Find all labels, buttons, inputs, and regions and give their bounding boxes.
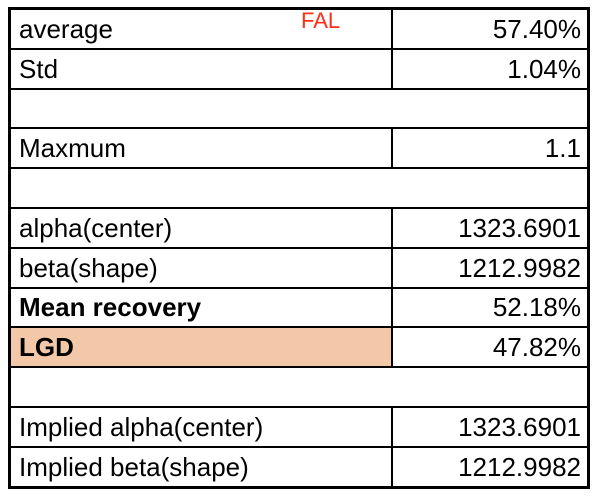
table-row: Mean recovery 52.18% [11, 286, 587, 327]
table-row: Std 1.04% [11, 47, 587, 88]
table-row: alpha(center) 1323.6901 [11, 206, 587, 247]
table-row-empty [11, 167, 587, 207]
fal-overlay-text: FAL [301, 8, 341, 33]
cell-lgd-label[interactable]: LGD [11, 328, 393, 367]
cell-implied-beta-label[interactable]: Implied beta(shape) [11, 447, 393, 486]
cell-std-label[interactable]: Std [11, 49, 393, 88]
cell-average-label[interactable]: average [11, 10, 393, 48]
cell-empty[interactable] [11, 169, 587, 207]
cell-implied-alpha-value[interactable]: 1323.6901 [458, 411, 581, 442]
cell-beta-shape-value[interactable]: 1212.9982 [458, 252, 581, 283]
cell-lgd-value[interactable]: 47.82% [492, 332, 581, 363]
cell-implied-beta-value[interactable]: 1212.9982 [458, 451, 581, 482]
cell-empty[interactable] [11, 368, 587, 406]
table-row: Maxmum 1.1 [11, 127, 587, 168]
table-row-empty [11, 366, 587, 406]
cell-implied-alpha-label[interactable]: Implied alpha(center) [11, 407, 393, 446]
cell-maximum-value[interactable]: 1.1 [544, 133, 581, 164]
table-row-empty [11, 87, 587, 128]
cell-average-value[interactable]: 57.40% [492, 13, 581, 44]
cell-std-value[interactable]: 1.04% [507, 53, 581, 84]
cell-empty[interactable] [11, 90, 587, 128]
cell-maximum-label[interactable]: Maxmum [11, 129, 393, 168]
cell-mean-recovery-label[interactable]: Mean recovery [11, 288, 393, 327]
table-row: beta(shape) 1212.9982 [11, 246, 587, 287]
table-row-highlighted: LGD 47.82% [11, 326, 587, 367]
cell-beta-shape-label[interactable]: beta(shape) [11, 248, 393, 287]
table-row: average 57.40% [11, 10, 587, 48]
cell-mean-recovery-value[interactable]: 52.18% [492, 292, 581, 323]
cell-alpha-center-label[interactable]: alpha(center) [11, 208, 393, 247]
table-row: Implied alpha(center) 1323.6901 [11, 405, 587, 446]
spreadsheet-table: average 57.40% Std 1.04% Maxmum 1.1 alph… [8, 7, 590, 489]
table-row: Implied beta(shape) 1212.9982 [11, 445, 587, 486]
cell-alpha-center-value[interactable]: 1323.6901 [458, 212, 581, 243]
